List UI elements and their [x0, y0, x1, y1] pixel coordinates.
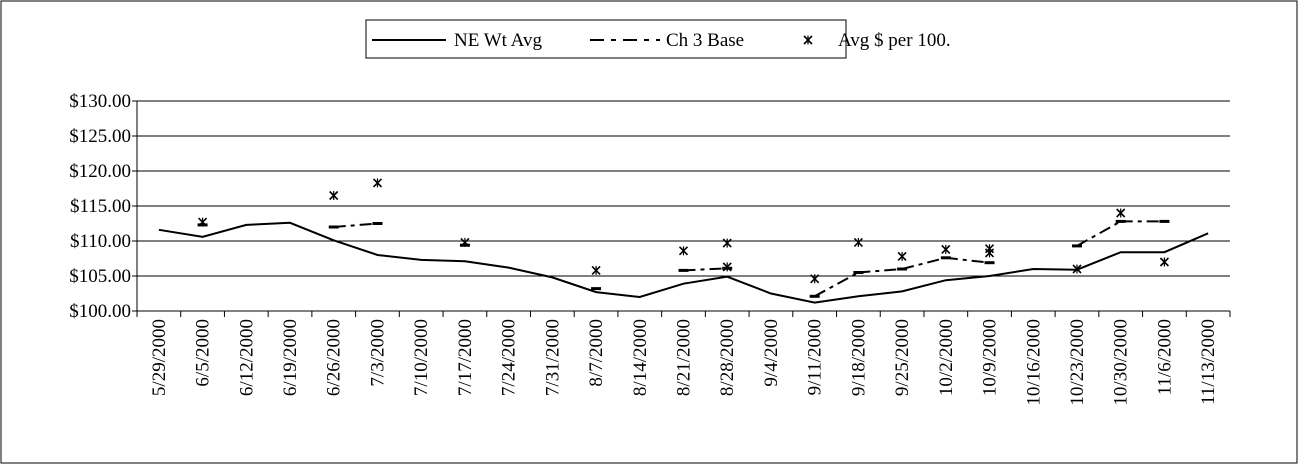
x-tick-label: 7/3/2000 [367, 319, 388, 387]
x-tick-label: 8/14/2000 [630, 319, 651, 396]
y-tick-label: $105.00 [69, 266, 131, 287]
series-marker-avg-per-100 [1159, 257, 1169, 267]
x-tick-label: 8/28/2000 [717, 319, 738, 396]
series-marker-avg-per-100 [722, 262, 732, 272]
x-tick-label: 9/18/2000 [848, 319, 869, 396]
x-tick-label: 8/7/2000 [586, 319, 607, 387]
x-tick-label: 6/19/2000 [280, 319, 301, 396]
series-line-ne-wt-avg [158, 221, 1209, 304]
series-marker-avg-per-100 [941, 244, 951, 254]
series-marker-avg-per-100 [810, 274, 820, 284]
y-axis: $100.00 $105.00 $110.00 $115.00 $120.00 $125.… [69, 91, 138, 322]
y-tick-label: $130.00 [69, 91, 131, 112]
legend-label-ne-wt-avg: NE Wt Avg [454, 30, 542, 51]
series-marker-avg-per-100 [460, 237, 470, 247]
series-marker-avg-per-100 [722, 238, 732, 248]
series [158, 178, 1209, 304]
x-tick-label: 7/17/2000 [455, 319, 476, 396]
x-tick-label: 7/24/2000 [499, 319, 520, 396]
x-tick-label: 10/9/2000 [980, 319, 1001, 396]
series-marker-avg-per-100 [678, 246, 689, 256]
x-tick-label: 9/25/2000 [892, 319, 913, 396]
x-tick-label: 10/16/2000 [1023, 319, 1044, 406]
x-tick-label: 11/6/2000 [1154, 319, 1175, 395]
series-marker-avg-per-100 [897, 251, 907, 261]
legend-label-avg-per-100: Avg $ per 100. [838, 30, 951, 51]
series-marker-avg-per-100 [853, 237, 863, 247]
y-tick-label: $125.00 [69, 126, 131, 147]
x-tick-label: 10/2/2000 [936, 319, 957, 396]
y-tick-label: $115.00 [70, 196, 131, 217]
series-segment-ch-3-base [333, 222, 378, 228]
series-segment-ch-3-base [858, 268, 903, 274]
x-tick-label: 9/11/2000 [805, 319, 826, 395]
x-tick-label: 6/26/2000 [324, 319, 345, 396]
series-segment-ch-3-base [945, 256, 990, 264]
series-segment-ch-3-base [1076, 220, 1122, 247]
x-tick-label: 8/21/2000 [674, 319, 695, 396]
x-tick-label: 6/5/2000 [193, 319, 214, 387]
y-tick-label: $120.00 [69, 161, 131, 182]
series-segment-ch-3-base [683, 267, 728, 272]
series-marker-avg-per-100 [984, 248, 995, 258]
series-marker-avg-per-100 [591, 265, 601, 275]
x-tick-label: 7/10/2000 [411, 319, 432, 396]
x-tick-label: 11/13/2000 [1198, 319, 1219, 405]
series-marker-avg-per-100 [198, 217, 208, 227]
y-tick-label: $100.00 [69, 301, 131, 322]
series-segment-ch-3-base [901, 256, 947, 270]
series-marker-avg-per-100 [1072, 264, 1082, 274]
x-tick-label: 10/30/2000 [1111, 319, 1132, 406]
legend: NE Wt Avg Ch 3 Base Avg $ per 100. [365, 19, 951, 59]
x-tick-label: 6/12/2000 [236, 319, 257, 396]
series-marker-avg-per-100 [1116, 208, 1126, 218]
series-marker-avg-per-100 [329, 190, 339, 201]
legend-marker-avg-per-100 [803, 35, 813, 45]
x-tick-label: 9/4/2000 [761, 319, 782, 387]
legend-label-ch-3-base: Ch 3 Base [666, 30, 744, 51]
series-segment-ch-3-base [814, 271, 859, 298]
x-tick-label: 7/31/2000 [542, 319, 563, 396]
x-axis: 5/29/2000 6/5/2000 6/12/2000 6/19/2000 6/26/… [136, 310, 1231, 406]
y-tick-label: $110.00 [70, 231, 131, 252]
series-marker-avg-per-100 [372, 178, 383, 188]
x-tick-label: 5/29/2000 [149, 319, 170, 396]
gridlines [137, 100, 1230, 312]
x-tick-label: 10/23/2000 [1067, 319, 1088, 406]
